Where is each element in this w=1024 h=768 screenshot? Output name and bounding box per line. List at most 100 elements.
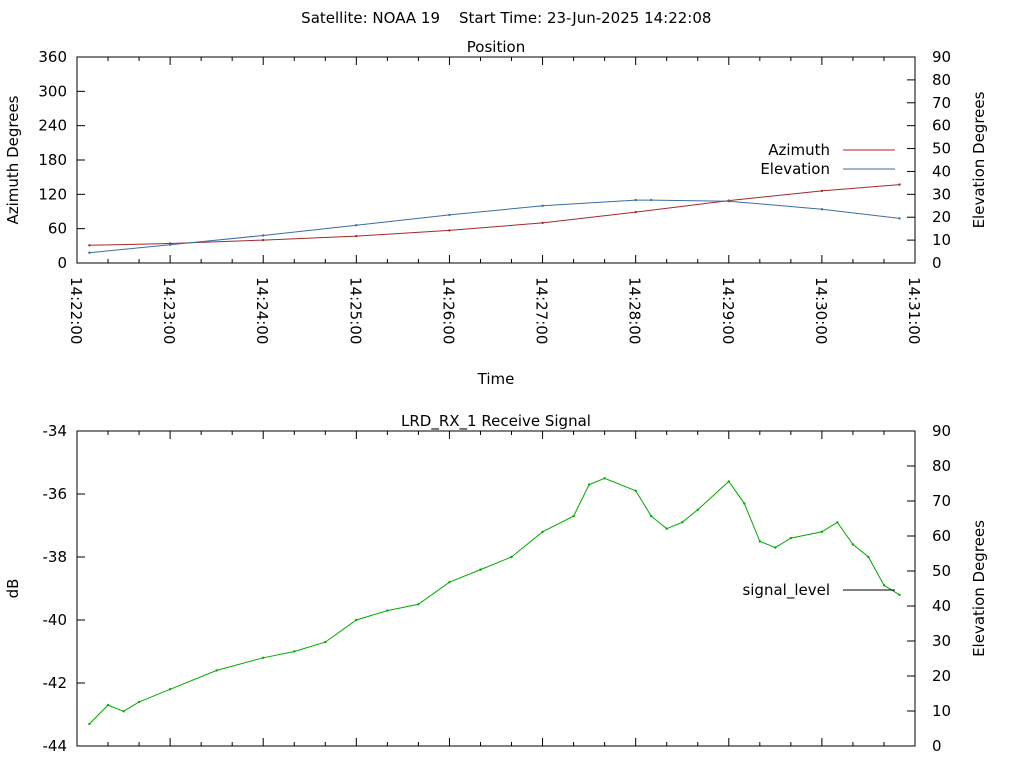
data-point	[820, 189, 824, 193]
data-point	[293, 650, 296, 653]
y-tick-label: 240	[38, 117, 67, 135]
legend-label: Elevation	[760, 160, 830, 178]
data-point	[898, 593, 901, 596]
y2-axis-label: Elevation Degrees	[970, 520, 988, 657]
data-point	[417, 603, 420, 606]
y-tick-label: 360	[38, 48, 67, 66]
data-point	[355, 234, 358, 238]
data-point	[386, 609, 389, 612]
y2-tick-label: 80	[932, 457, 951, 475]
y2-tick-label: 30	[932, 632, 951, 650]
y2-tick-label: 40	[932, 162, 951, 180]
y-tick-label: -40	[43, 611, 68, 629]
data-point	[650, 514, 653, 518]
data-point	[882, 584, 886, 587]
y-axis-label: Azimuth Degrees	[4, 95, 22, 224]
receive-signal-chart: LRD_RX_1 Receive Signal -44 -42 -40 -38 -36 -3…	[4, 412, 988, 755]
data-point	[774, 546, 777, 549]
series-line-azimuth	[89, 184, 900, 246]
y-tick-label: 120	[38, 185, 67, 203]
data-point	[448, 581, 451, 584]
y-tick-label: 180	[38, 151, 67, 169]
data-point	[820, 530, 824, 533]
data-point	[262, 238, 265, 242]
y-tick-label: -36	[43, 485, 68, 503]
y-tick-label: -44	[43, 737, 68, 755]
data-point	[836, 521, 839, 524]
x-tick-label: 14:31:00	[905, 277, 923, 344]
y2-tick-label: 20	[932, 208, 951, 226]
chart-title: LRD_RX_1 Receive Signal	[401, 412, 591, 431]
y-tick-label: -34	[43, 422, 68, 440]
data-point	[88, 251, 91, 254]
y2-tick-label: 70	[932, 492, 951, 510]
data-point	[168, 688, 172, 691]
data-point	[650, 198, 653, 202]
y-tick-label: -42	[43, 674, 68, 692]
data-point	[634, 198, 637, 202]
data-point	[106, 703, 110, 707]
data-point	[634, 210, 637, 214]
data-point	[510, 555, 513, 559]
data-point	[867, 555, 870, 559]
data-point	[665, 527, 668, 530]
position-chart: Position 0 60 120 180 240 300 360 0 10 20 30 40 50 60 7…	[4, 38, 988, 388]
x-tick-label: 14:27:00	[533, 277, 551, 344]
data-point	[355, 224, 358, 227]
y2-tick-label: 10	[932, 231, 951, 249]
plot-frame	[76, 430, 916, 747]
data-point	[898, 217, 901, 220]
y-tick-label: 300	[38, 82, 67, 100]
x-tick-label: 14:28:00	[626, 277, 644, 344]
data-point	[355, 618, 358, 622]
y2-tick-label: 40	[932, 597, 951, 615]
data-point	[851, 543, 855, 546]
data-point	[541, 530, 544, 533]
data-point	[681, 521, 684, 524]
x-tick-label: 14:24:00	[253, 277, 271, 344]
y-tick-label: -38	[43, 548, 68, 566]
data-point	[88, 722, 91, 726]
y2-tick-label: 0	[932, 254, 942, 272]
x-axis-label: Time	[477, 370, 515, 388]
y2-tick-label: 10	[932, 702, 951, 720]
y2-axis-label: Elevation Degrees	[970, 91, 988, 228]
y2-tick-label: 0	[932, 737, 942, 755]
data-point	[479, 568, 482, 571]
data-point	[137, 700, 141, 704]
data-point	[603, 477, 606, 480]
y2-tick-label: 90	[932, 48, 951, 66]
y-axis-label: dB	[4, 579, 22, 599]
y-tick-label: 0	[57, 254, 67, 272]
data-point	[727, 480, 730, 483]
start-time-label: Start Time: 23-Jun-2025 14:22:08	[459, 9, 711, 27]
data-point	[634, 489, 637, 492]
satellite-label: Satellite: NOAA 19	[301, 9, 440, 27]
y2-tick-label: 50	[932, 562, 951, 580]
y2-tick-label: 60	[932, 527, 951, 545]
data-point	[88, 244, 91, 247]
data-point	[572, 514, 575, 518]
y2-tick-label: 20	[932, 667, 951, 685]
data-point	[122, 710, 125, 713]
y2-tick-label: 90	[932, 422, 951, 440]
data-point	[168, 243, 172, 246]
x-tick-label: 14:26:00	[439, 277, 457, 344]
data-point	[541, 221, 544, 225]
y2-tick-label: 60	[932, 117, 951, 135]
data-point	[262, 234, 265, 237]
data-point	[324, 640, 327, 644]
y-tick-label: 60	[48, 220, 67, 238]
y2-tick-label: 30	[932, 185, 951, 203]
x-tick-label: 14:23:00	[160, 277, 178, 344]
data-point	[727, 200, 730, 203]
x-tick-label: 14:22:00	[67, 277, 85, 344]
data-point	[758, 540, 761, 543]
legend-label: signal_level	[742, 581, 830, 600]
data-point	[448, 213, 451, 217]
legend-label: Azimuth	[768, 141, 830, 159]
y2-tick-label: 80	[932, 71, 951, 89]
series-line-signal-level	[89, 477, 900, 725]
y2-tick-label: 50	[932, 140, 951, 158]
